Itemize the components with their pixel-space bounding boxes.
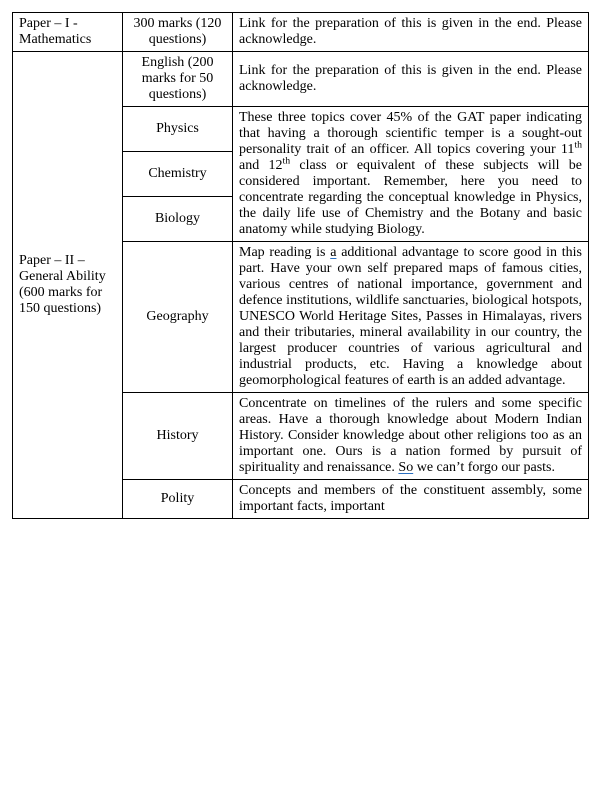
english-desc: Link for the preparation of this is give…	[233, 52, 589, 107]
paper-1-marks: 300 marks (120 questions)	[123, 13, 233, 52]
subject-chemistry: Chemistry	[123, 152, 233, 197]
science-desc: These three topics cover 45% of the GAT …	[233, 107, 589, 242]
subject-polity: Polity	[123, 480, 233, 519]
history-desc: Concentrate on timelines of the rulers a…	[233, 393, 589, 480]
subject-english: English (200 marks for 50 questions)	[123, 52, 233, 107]
paper-1-desc: Link for the preparation of this is give…	[233, 13, 589, 52]
paper-2-label: Paper – II – General Ability (600 marks …	[13, 52, 123, 519]
table-row: Paper – II – General Ability (600 marks …	[13, 52, 589, 107]
syllabus-table: Paper – I - Mathematics 300 marks (120 q…	[12, 12, 589, 519]
subject-geography: Geography	[123, 242, 233, 393]
subject-physics: Physics	[123, 107, 233, 152]
subject-biology: Biology	[123, 197, 233, 242]
polity-desc: Concepts and members of the constituent …	[233, 480, 589, 519]
table-row: Paper – I - Mathematics 300 marks (120 q…	[13, 13, 589, 52]
paper-1-label: Paper – I - Mathematics	[13, 13, 123, 52]
geography-desc: Map reading is a additional advantage to…	[233, 242, 589, 393]
subject-history: History	[123, 393, 233, 480]
